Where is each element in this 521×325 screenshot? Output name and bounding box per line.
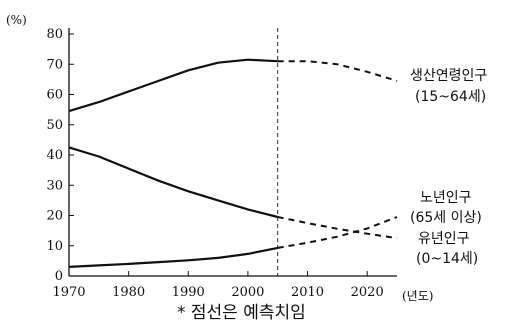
- series-line-youth-projected: [277, 216, 398, 240]
- label-working-age-sub: (15~64세): [415, 89, 486, 105]
- x-tick-label: 2020: [351, 285, 384, 300]
- x-tick-label: 1990: [172, 285, 205, 300]
- x-tick-label: 1970: [52, 285, 85, 300]
- series-line-elderly-actual: [68, 246, 278, 268]
- label-elderly: 노년인구: [420, 190, 472, 206]
- y-tick-label: 70: [46, 57, 63, 72]
- y-tick-label: 40: [46, 148, 63, 163]
- x-tick-label: 1980: [112, 285, 145, 300]
- y-tick-label: 20: [46, 209, 63, 224]
- y-tick-label: 60: [46, 88, 63, 103]
- series-line-working-age-projected: [277, 60, 398, 82]
- y-tick-label: 30: [46, 178, 63, 193]
- label-youth-sub: (0~14세): [416, 251, 478, 267]
- x-tick-label: 2010: [291, 285, 324, 300]
- x-axis-unit: (년도): [402, 289, 433, 303]
- x-ticks: 1970 1980 1990 2000 2010 2020: [52, 271, 384, 300]
- y-tick-label: 0: [55, 269, 63, 284]
- y-tick-label: 80: [46, 27, 63, 42]
- series-line-youth-actual: [68, 146, 278, 219]
- series-line-working-age-actual: [68, 58, 278, 113]
- label-elderly-sub: (65세 이상): [410, 210, 482, 226]
- series-lines: [68, 58, 398, 268]
- y-tick-label: 10: [46, 239, 63, 254]
- series-line-elderly-projected: [277, 216, 398, 249]
- label-youth: 유년인구: [418, 231, 470, 247]
- y-axis-unit: (%): [6, 13, 27, 27]
- y-ticks: 0 10 20 30 40 50 60 70 80: [46, 27, 74, 284]
- y-tick-label: 50: [46, 118, 63, 133]
- footnote: * 점선은 예측치임: [177, 303, 306, 323]
- x-tick-label: 2000: [231, 285, 264, 300]
- label-working-age: 생산연령인구: [410, 68, 487, 84]
